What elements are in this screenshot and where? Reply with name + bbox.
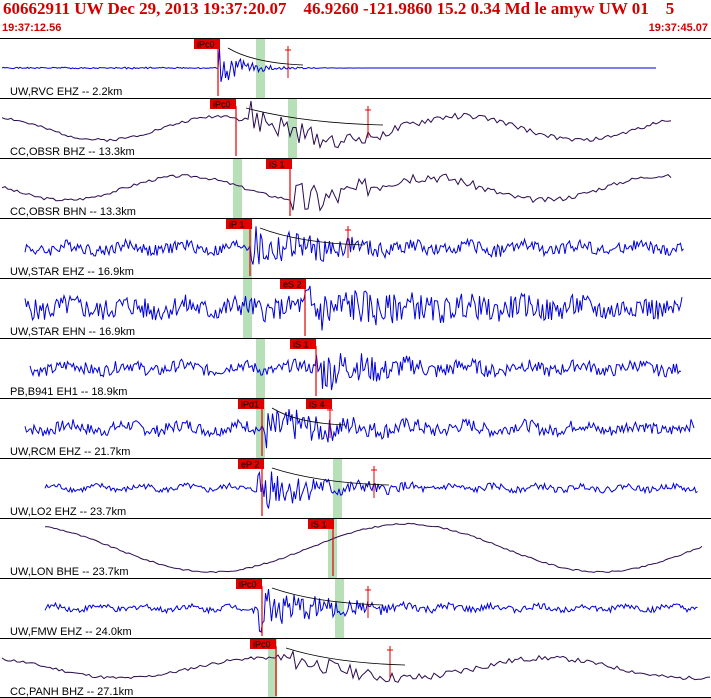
waveform[interactable] <box>44 522 703 574</box>
trace-row[interactable]: iPc0 CC,OBSR BHZ -- 13.3km <box>0 98 711 159</box>
coda-fit-curve <box>285 647 406 666</box>
amplitude-window <box>233 159 242 218</box>
amplitude-window <box>256 339 265 398</box>
trace-row[interactable]: iS 1 PB,B941 EH1 -- 18.9km <box>0 338 711 399</box>
pick-label-box[interactable] <box>236 579 262 589</box>
waveform[interactable] <box>24 408 695 449</box>
pick-label: iS 1 <box>311 520 327 530</box>
trace-row[interactable]: eS 2 UW,STAR EHN -- 16.9km <box>0 278 711 339</box>
waveform[interactable] <box>1 100 672 150</box>
pick-label-box[interactable] <box>238 459 264 469</box>
amplitude-window <box>335 579 344 638</box>
trace-row[interactable]: iP 1 UW,STAR EHZ -- 16.9km <box>0 218 711 279</box>
trace-row[interactable]: iS 1 CC,OBSR BHN -- 13.3km <box>0 158 711 219</box>
pick-label-box[interactable] <box>280 279 306 289</box>
trace-row[interactable]: iPc0 UW,RVC EHZ -- 2.2km <box>0 38 711 99</box>
start-time: 19:37:12.56 <box>2 22 62 34</box>
waveform[interactable] <box>1 48 656 83</box>
station-label: UW,LON BHE -- 23.7km <box>10 566 129 578</box>
amplitude-window <box>243 219 252 278</box>
coda-fit-curve <box>271 407 346 426</box>
pick-label-box[interactable] <box>194 39 220 49</box>
pick-label-box[interactable] <box>308 519 334 529</box>
pick-label: iPc0 <box>197 40 215 50</box>
waveform[interactable] <box>1 173 672 212</box>
pick-label: iPd1 <box>241 400 259 410</box>
pick-label: eP 2 <box>241 460 259 470</box>
trace-row[interactable]: iPc0 UW,FMW EHZ -- 24.0km <box>0 578 711 639</box>
coda-fit-curve <box>271 467 390 486</box>
end-time: 19:37:45.07 <box>648 22 708 34</box>
seismogram-panel[interactable]: iPc0 UW,RVC EHZ -- 2.2km iPc0 CC,OBSR BHZ -… <box>0 38 711 698</box>
station-label: UW,RVC EHZ -- 2.2km <box>10 86 122 98</box>
pick-label-box[interactable] <box>210 99 236 109</box>
pick-label: iPc0 <box>239 580 257 590</box>
pick-label-box[interactable] <box>226 219 252 229</box>
station-label: UW,FMW EHZ -- 24.0km <box>10 626 132 638</box>
waveform[interactable] <box>24 285 683 331</box>
pick-label-box[interactable] <box>266 159 292 169</box>
waveform[interactable] <box>1 649 711 683</box>
trace-row[interactable]: iS 1 UW,LON BHE -- 23.7km <box>0 518 711 579</box>
trace-row[interactable]: iPc0 CC,PANH BHZ -- 27.1km <box>0 638 711 698</box>
station-label: PB,B941 EH1 -- 18.9km <box>10 386 127 398</box>
station-label: UW,LO2 EHZ -- 23.7km <box>10 506 126 518</box>
coda-fit-curve <box>259 227 364 246</box>
header-bar: 60662911 UW Dec 29, 2013 19:37:20.07 46.… <box>0 0 711 38</box>
pick-label: iS 1 <box>293 340 309 350</box>
station-label: UW,STAR EHN -- 16.9km <box>10 326 135 338</box>
coda-fit-curve <box>271 587 384 606</box>
trace-row[interactable]: iPd1 iS 4 UW,RCM EHZ -- 21.7km <box>0 398 711 459</box>
pick-label: iP 1 <box>229 220 244 230</box>
coda-fit-curve <box>227 47 304 66</box>
waveform[interactable] <box>44 470 698 509</box>
pick-label: iS 4 <box>309 400 325 410</box>
pick-label: eS 2 <box>283 280 302 290</box>
pick-label-box[interactable] <box>306 399 332 409</box>
waveform[interactable] <box>24 226 684 265</box>
trace-row[interactable]: eP 2 UW,LO2 EHZ -- 23.7km <box>0 458 711 519</box>
pick-label-box[interactable] <box>250 639 276 649</box>
pick-label: iPc0 <box>213 100 231 110</box>
pick-label: iS 1 <box>269 160 285 170</box>
amplitude-window <box>333 459 342 518</box>
waveform[interactable] <box>44 589 698 633</box>
pick-label-box[interactable] <box>238 399 264 409</box>
waveform[interactable] <box>29 353 682 391</box>
station-label: CC,OBSR BHN -- 13.3km <box>10 206 136 218</box>
pick-label-box[interactable] <box>290 339 316 349</box>
coda-fit-curve <box>245 107 384 126</box>
pick-label: iPc0 <box>253 640 271 650</box>
station-label: CC,OBSR BHZ -- 13.3km <box>10 146 135 158</box>
station-label: UW,RCM EHZ -- 21.7km <box>10 446 130 458</box>
amplitude-window <box>268 639 277 698</box>
station-label: UW,STAR EHZ -- 16.9km <box>10 266 134 278</box>
event-title: 60662911 UW Dec 29, 2013 19:37:20.07 46.… <box>3 0 675 18</box>
station-label: CC,PANH BHZ -- 27.1km <box>10 686 133 698</box>
